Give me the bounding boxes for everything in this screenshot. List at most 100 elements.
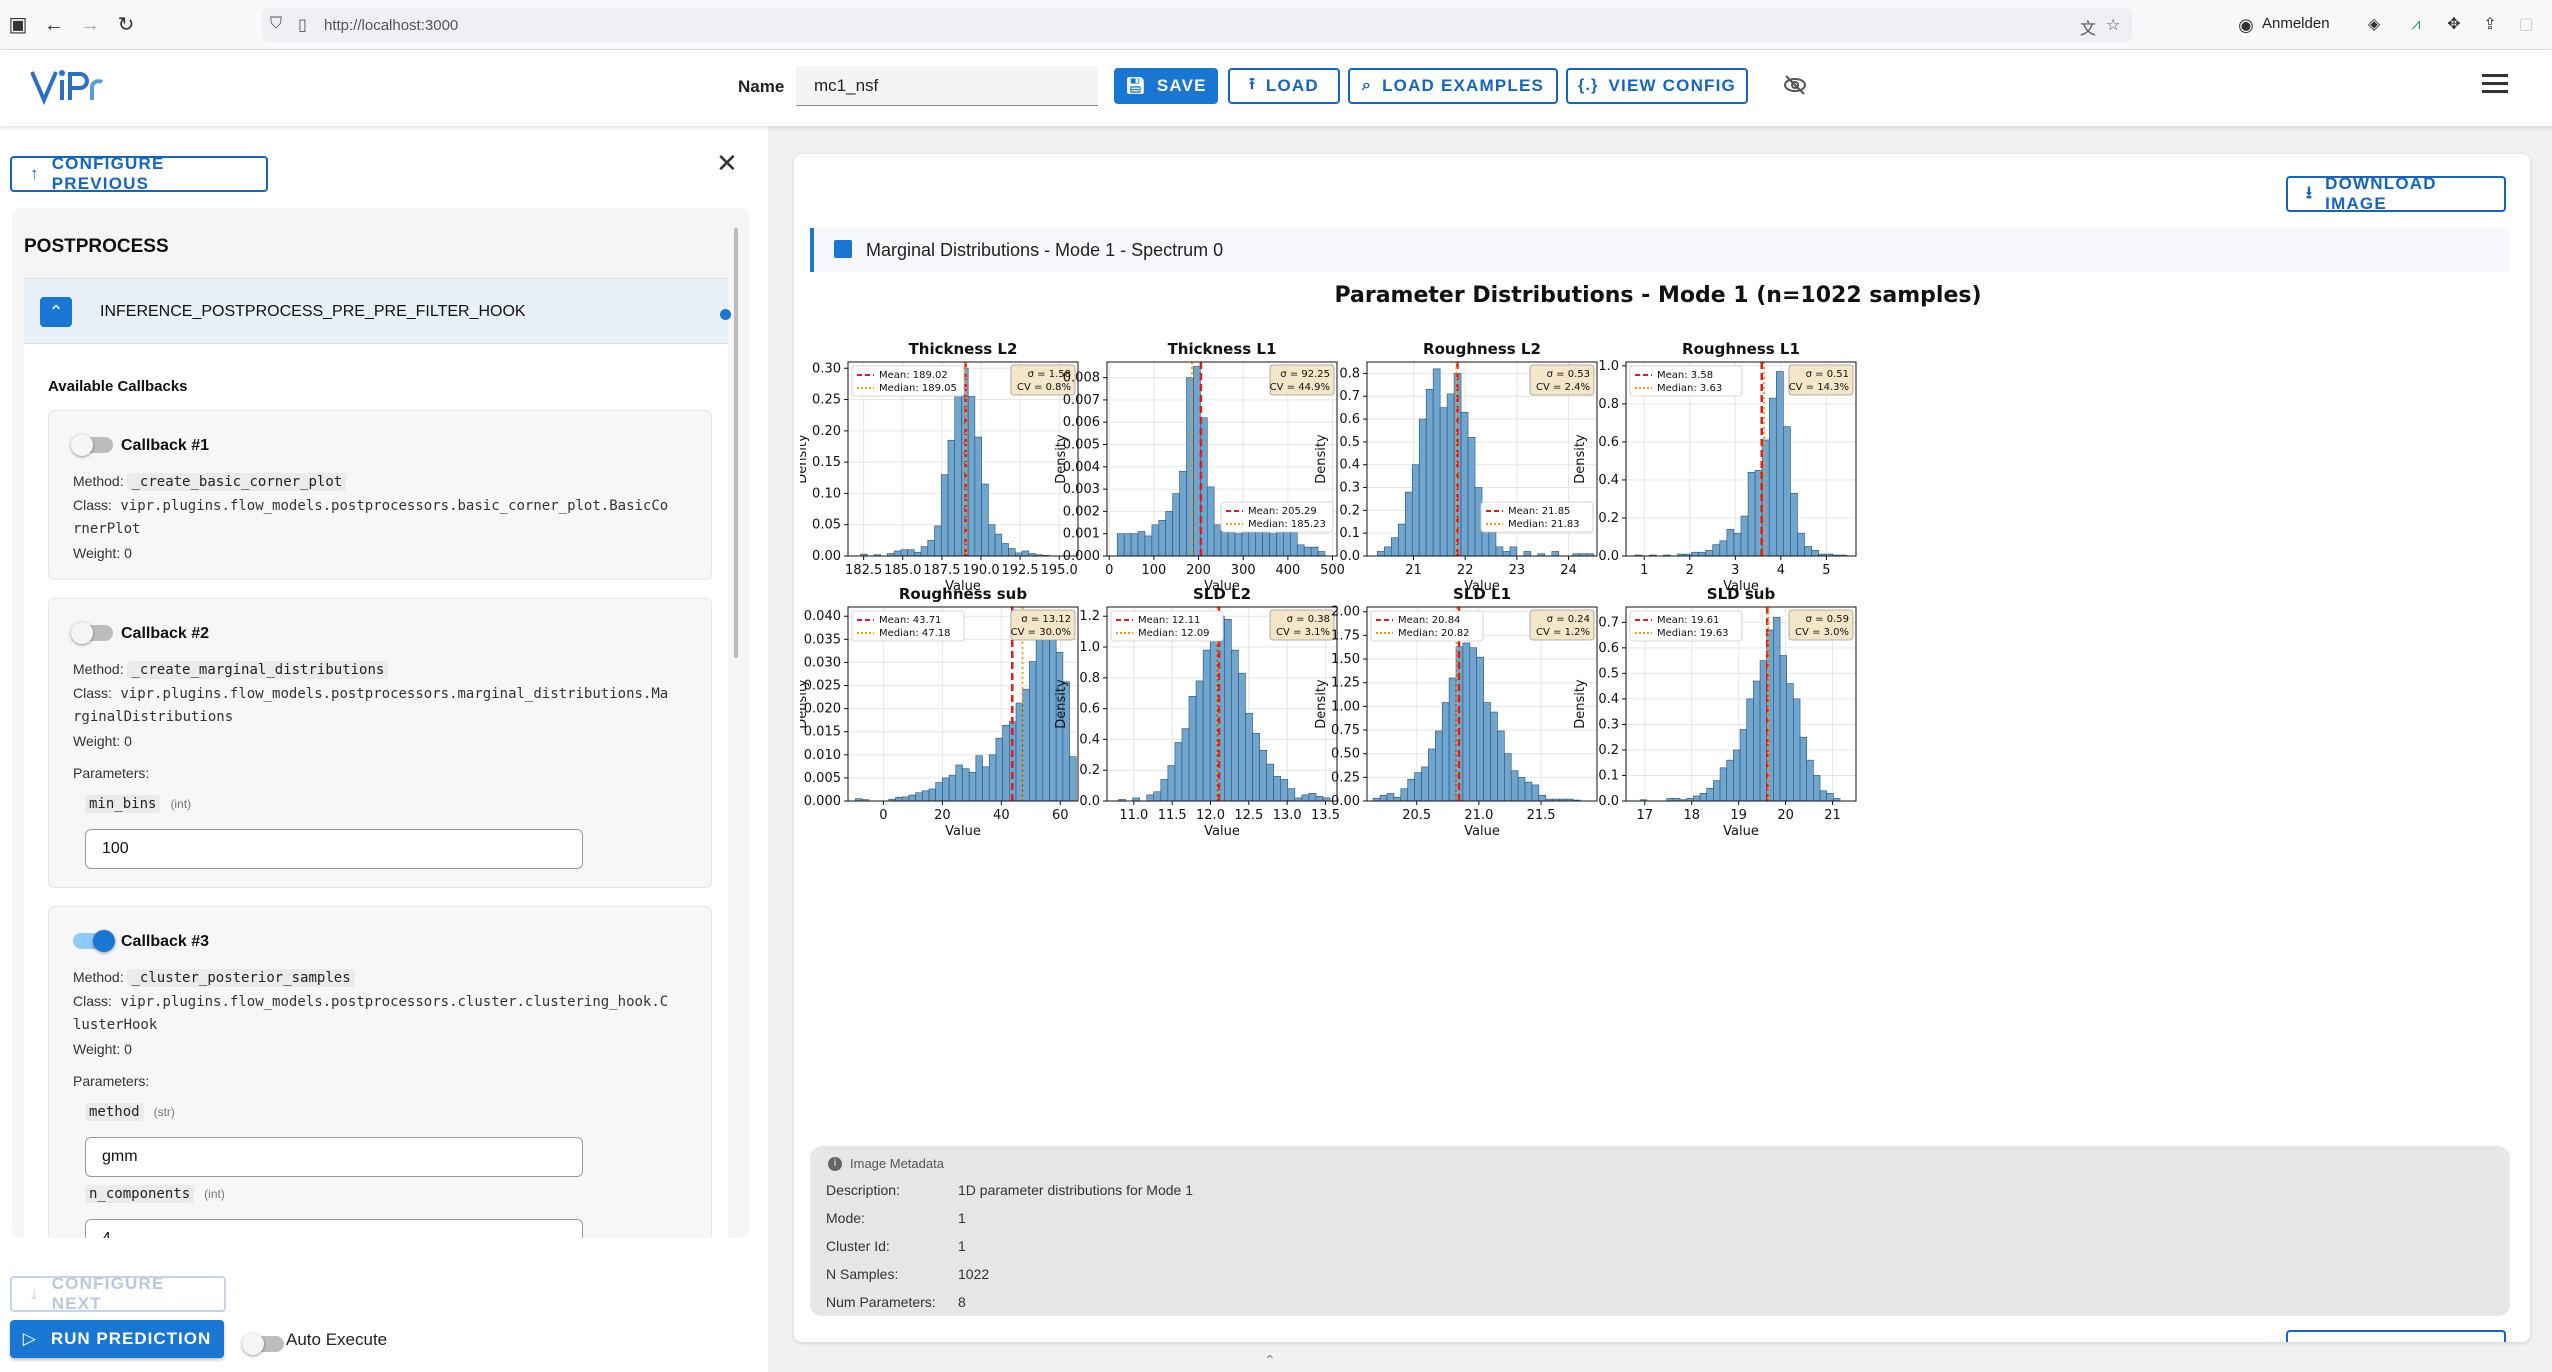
back-icon[interactable]: ← [44, 14, 64, 36]
sidebar-toggle-icon[interactable]: ▣ [8, 14, 28, 36]
download-image-button[interactable]: ⭳ DOWNLOAD IMAGE [2286, 174, 2506, 213]
histogram-bar [981, 483, 989, 557]
histogram-bar [1779, 655, 1788, 802]
histogram-panel-2: Roughness L2 21 22 23 24 0.0 0.1 0.2 0.3 0.4 0.5 0.… [1314, 340, 1598, 594]
histogram-bar [1448, 677, 1457, 802]
histogram-bar [1706, 787, 1714, 802]
x-tick-label: 18 [1683, 808, 1700, 823]
sign-in-label[interactable]: Anmelden [2262, 15, 2330, 32]
meta-value-description: 1D parameter distributions for Mode 1 [958, 1182, 1193, 1198]
extension-icon[interactable]: ◈ [2367, 16, 2381, 33]
callback-2-toggle[interactable] [71, 622, 113, 644]
secondary-button-partial[interactable] [2286, 1330, 2506, 1342]
auto-execute-toggle[interactable] [242, 1333, 284, 1355]
axes-frame [1106, 361, 1338, 557]
results-card [794, 154, 2530, 1342]
shield-icon: ⛉ [270, 15, 283, 32]
axes-frame [847, 606, 1079, 802]
reload-icon[interactable]: ↻ [117, 14, 135, 36]
info-icon: i [828, 1156, 842, 1171]
view-config-button[interactable]: {.} VIEW CONFIG [1566, 68, 1748, 104]
histogram-bar [1768, 397, 1777, 557]
load-examples-button[interactable]: ⌕ LOAD EXAMPLES [1348, 68, 1558, 104]
legend-median-label: Median: 21.83 [1508, 519, 1580, 530]
configure-next-button[interactable]: ↓ CONFIGURE NEXT [10, 1274, 226, 1313]
histogram-bar [1202, 649, 1211, 802]
y-axis-label: Density [1573, 434, 1588, 484]
extension-green-icon[interactable]: ⩘ [2411, 16, 2421, 33]
histogram-bar [1317, 551, 1326, 557]
load-button[interactable]: ⭱ LOAD [1228, 68, 1340, 104]
translate-icon[interactable]: 文 [2080, 21, 2097, 38]
image-metadata: i Image Metadata Description: 1D paramet… [810, 1146, 2510, 1316]
histogram-bar [1123, 533, 1132, 557]
histogram-bar [1414, 772, 1422, 802]
histogram-bar [994, 533, 1003, 557]
histogram-bar [968, 772, 977, 802]
run-prediction-button[interactable]: ▷ RUN PREDICTION [10, 1320, 224, 1358]
histogram-bar [1206, 486, 1215, 557]
scrollbar[interactable] [734, 228, 738, 658]
account-icon[interactable]: ◉ [2238, 15, 2254, 35]
x-tick-label: 22 [1457, 563, 1474, 578]
histogram-bar [1400, 788, 1409, 802]
histogram-bar [1174, 742, 1183, 802]
y-tick-label: 0.4 [1598, 473, 1619, 488]
y-tick-label: 0.25 [1331, 770, 1360, 785]
histogram-bar [1021, 550, 1030, 557]
histogram-bar [1783, 426, 1791, 557]
stats-sigma: σ = 0.53 [1547, 369, 1590, 380]
hamburger-menu-icon[interactable] [2482, 74, 2508, 98]
address-bar[interactable]: ⛉ ▯ http://localhost:3000 文 ☆ [262, 8, 2132, 42]
x-tick-label: 190.0 [962, 563, 999, 578]
x-tick-label: 5 [1822, 563, 1830, 578]
histogram-bar [974, 436, 982, 557]
browser-toolbar: ▣ ← → ↻ ⛉ ▯ http://localhost:3000 文 ☆ ◉ … [0, 0, 2552, 50]
chevron-up-icon[interactable]: ⌃ [40, 297, 72, 327]
y-tick-label: 0.006 [1063, 415, 1100, 430]
histogram-bar [1797, 532, 1805, 557]
forward-icon[interactable]: → [80, 14, 100, 36]
x-tick-label: 20 [934, 808, 951, 823]
histogram-bar [1462, 642, 1471, 802]
x-tick-label: 24 [1560, 563, 1577, 578]
subplot-title: Thickness L2 [909, 340, 1018, 358]
configure-previous-button[interactable]: ↑ CONFIGURE PREVIOUS [10, 154, 268, 193]
stats-sigma: σ = 0.51 [1806, 369, 1849, 380]
histogram-bar [1269, 533, 1277, 557]
x-tick-label: 21.5 [1527, 808, 1556, 823]
scroll-up-icon[interactable]: ⌃ [1264, 1352, 1276, 1368]
histogram-bar [1280, 779, 1289, 802]
stats-box [1269, 609, 1335, 641]
histogram-bar [1008, 548, 1016, 557]
histogram-bar [1510, 770, 1519, 802]
callback-1-toggle[interactable] [71, 434, 113, 456]
bookmark-star-icon[interactable]: ☆ [2106, 17, 2121, 34]
param-method-input[interactable]: gmm [85, 1137, 583, 1177]
share-icon[interactable]: ⇪ [2483, 16, 2497, 33]
x-tick-label: 192.5 [1001, 563, 1038, 578]
meta-label-num-parameters: Num Parameters: [826, 1294, 936, 1310]
url-text[interactable]: http://localhost:3000 [324, 17, 459, 34]
histogram-bar [1483, 702, 1491, 802]
active-indicator-dot [720, 309, 731, 320]
legend-mean-label: Mean: 3.58 [1657, 370, 1713, 381]
y-tick-label: 0.1 [1598, 768, 1619, 783]
callback-3-toggle[interactable] [73, 930, 115, 952]
name-input[interactable] [796, 66, 1098, 106]
histogram-panel-4: Roughness sub 0 20 40 60 0.000 0.005 0.010 0.015… [800, 585, 1079, 839]
meta-value-n-samples: 1022 [958, 1266, 990, 1282]
histogram-bar [1195, 680, 1204, 802]
y-tick-label: 0.3 [1598, 717, 1619, 732]
meta-value-cluster-id: 1 [958, 1238, 966, 1254]
window-icon[interactable]: ▢ [2518, 16, 2534, 33]
axes-frame [847, 361, 1079, 557]
visibility-off-icon[interactable] [1782, 72, 1808, 98]
save-button[interactable]: 💾︎ SAVE [1114, 68, 1218, 104]
param-min-bins-input[interactable]: 100 [85, 829, 583, 869]
extensions-puzzle-icon[interactable]: ✥ [2447, 16, 2461, 33]
close-icon[interactable]: ✕ [716, 148, 738, 178]
hook-accordion-header[interactable]: ⌃ INFERENCE_POSTPROCESS_PRE_PRE_FILTER_H… [24, 278, 731, 344]
param-n-components-input[interactable]: 4 [85, 1219, 583, 1238]
axes-frame [1366, 606, 1598, 802]
